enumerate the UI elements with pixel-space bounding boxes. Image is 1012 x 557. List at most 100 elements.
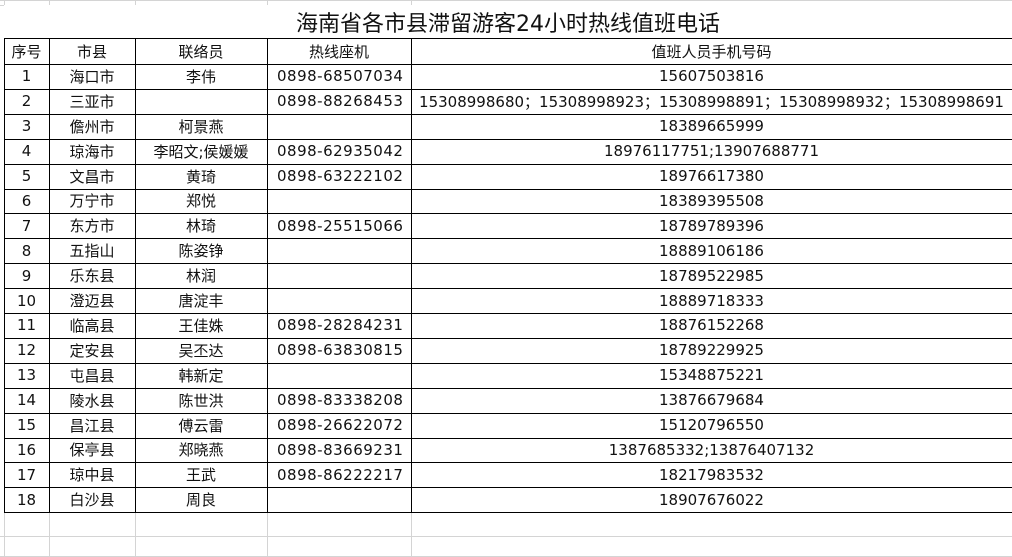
table-cell: 李伟 [185, 67, 216, 86]
border [4, 163, 1012, 165]
border [4, 288, 1012, 290]
border [4, 263, 1012, 265]
table-cell [267, 363, 411, 388]
table-cell [267, 288, 411, 313]
table-cell: 王佳姝 [178, 316, 224, 335]
table-cell: 海口市 [69, 67, 115, 86]
header-cell: 热线座机 [308, 42, 369, 61]
table-cell: 15348875221 [659, 366, 764, 385]
table-cell [267, 114, 411, 139]
table-cell: 18389395508 [659, 191, 764, 210]
table-cell: 郑悦 [185, 192, 216, 211]
table-cell: 琼中县 [69, 466, 115, 485]
table-cell: 18789229925 [659, 341, 764, 360]
table-cell: 8 [21, 241, 32, 260]
table-cell: 15 [16, 416, 37, 435]
table-cell: 6 [21, 191, 32, 210]
table-cell: 1 [21, 67, 32, 86]
header-cell: 值班人员手机号码 [651, 42, 772, 61]
border [4, 38, 5, 513]
border [4, 38, 1012, 39]
table-cell: 18789789396 [659, 216, 764, 235]
table-cell: 15308998680；15308998923；15308998891；1530… [419, 92, 1004, 111]
table-cell: 黄琦 [185, 167, 216, 186]
table-cell: 陈姿铮 [178, 242, 224, 261]
table-cell: 0898-63830815 [267, 337, 411, 363]
table-cell: 郑晓燕 [178, 441, 224, 460]
table-cell: 唐淀丰 [178, 292, 224, 311]
border [4, 462, 1012, 464]
border [4, 487, 1012, 489]
table-cell: 陵水县 [69, 391, 115, 410]
table-cell: 7 [21, 216, 32, 235]
table-cell: 0898-83669231 [267, 437, 411, 463]
table-cell: 0898-83338208 [267, 387, 411, 413]
header-cell: 市县 [76, 42, 107, 61]
grid-line [0, 0, 1012, 1]
table-cell: 儋州市 [69, 117, 115, 136]
table-cell: 11 [16, 316, 37, 335]
border [4, 238, 1012, 240]
border [4, 88, 1012, 90]
table-cell: 0898-28284231 [267, 313, 411, 338]
table-cell: 白沙县 [69, 491, 115, 510]
table-cell: 0898-68507034 [267, 64, 411, 89]
table-cell: 18889718333 [659, 291, 764, 310]
table-cell: 0898-26622072 [267, 412, 411, 438]
table-cell: 屯昌县 [69, 366, 115, 385]
table-cell: 0898-63222102 [267, 163, 411, 189]
table-cell: 1387685332;13876407132 [608, 440, 815, 459]
table-cell: 18389665999 [659, 117, 764, 136]
border [4, 337, 1012, 339]
grid-line [0, 536, 1012, 538]
table-cell: 昌江县 [69, 416, 115, 435]
table-cell: 9 [21, 266, 32, 285]
table-cell: 18907676022 [659, 490, 764, 509]
table-cell: 0898-62935042 [267, 138, 411, 164]
table-cell: 陈世洪 [178, 391, 224, 410]
border [4, 313, 1012, 314]
table-cell: 14 [16, 391, 37, 410]
table-cell: 五指山 [69, 242, 115, 261]
table-cell: 18889106186 [659, 241, 764, 260]
border [411, 38, 412, 513]
table-cell: 林润 [185, 267, 216, 286]
border [267, 38, 268, 513]
table-cell: 13 [16, 366, 37, 385]
border [49, 38, 50, 513]
table-cell: 18976117751;13907688771 [603, 142, 819, 161]
table-cell: 临高县 [69, 316, 115, 335]
table-cell [135, 89, 267, 114]
header-cell: 联络员 [178, 42, 224, 61]
table-cell: 傅云雷 [178, 416, 224, 435]
table-cell: 澄迈县 [69, 292, 115, 311]
border [4, 138, 1012, 140]
table-cell: 18789522985 [659, 266, 764, 285]
border [4, 188, 1012, 190]
table-cell: 保亭县 [69, 441, 115, 460]
table-cell: 0898-88268453 [267, 88, 411, 114]
table-cell: 5 [21, 167, 32, 186]
border [4, 412, 1012, 414]
border [4, 437, 1012, 439]
table-cell: 万宁市 [69, 192, 115, 211]
table-cell: 3 [21, 117, 32, 136]
table-cell: 林琦 [185, 217, 216, 236]
table-cell: 三亚市 [69, 92, 115, 111]
table-cell: 12 [16, 341, 37, 360]
table-cell [267, 189, 411, 214]
table-cell: 10 [16, 291, 37, 310]
table-cell: 16 [16, 440, 37, 459]
table-cell: 韩新定 [178, 366, 224, 385]
sheet-title: 海南省各市县滞留游客24小时热线值班电话 [4, 5, 1012, 38]
table-cell: 18976617380 [659, 167, 764, 186]
table-cell: 周良 [185, 491, 216, 510]
table-cell: 13876679684 [659, 391, 764, 410]
table-cell: 东方市 [69, 217, 115, 236]
table-cell: 王武 [185, 466, 216, 485]
table-cell [267, 238, 411, 263]
table-cell [267, 263, 411, 288]
table-cell: 乐东县 [69, 267, 115, 286]
table-cell: 柯景燕 [178, 117, 224, 136]
